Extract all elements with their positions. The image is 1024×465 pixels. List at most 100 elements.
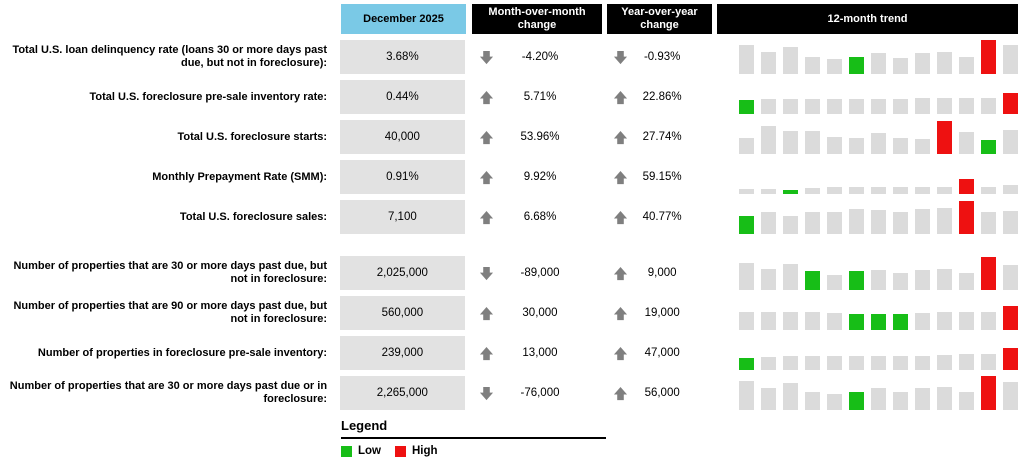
current-value-cell: 7,100 (340, 200, 465, 234)
header-label-spacer (0, 4, 336, 34)
trend-bar (893, 392, 908, 410)
trend-bar (805, 312, 820, 330)
trend-bar-low (783, 189, 798, 194)
up-arrow-icon (613, 90, 628, 105)
up-arrow-icon (479, 346, 494, 361)
yoy-change-cell: 56,000 (605, 376, 710, 410)
trend-bar (937, 268, 952, 290)
trend-bar (783, 130, 798, 154)
trend-bar (893, 273, 908, 290)
mom-change-value: 30,000 (522, 307, 558, 319)
trend-bar (871, 209, 886, 234)
trend-bar (937, 187, 952, 194)
legend-low-swatch-icon (341, 445, 352, 457)
trend-bar (871, 99, 886, 114)
trend-bar (1003, 129, 1018, 154)
yoy-change-value: 47,000 (644, 347, 680, 359)
trend-bar (915, 269, 930, 290)
trend-bar (739, 45, 754, 74)
current-value-cell: 560,000 (340, 296, 465, 330)
trend-bar (959, 392, 974, 410)
trend-bars (715, 80, 1018, 114)
table-row: Monthly Prepayment Rate (SMM): 0.91% 9.9… (0, 160, 1024, 194)
yoy-change-cell: 40.77% (605, 200, 710, 234)
row-label: Number of properties that are 90 or more… (13, 300, 328, 325)
trend-bar (937, 386, 952, 410)
trend-bar (871, 269, 886, 290)
trend-bar (827, 393, 842, 410)
current-value-cell: 0.91% (340, 160, 465, 194)
trend-bar (981, 311, 996, 330)
trend-bar (739, 312, 754, 330)
yoy-change-cell: 47,000 (605, 336, 710, 370)
up-arrow-icon (479, 130, 494, 145)
trend-sparkline (715, 376, 1018, 410)
current-value-cell: 2,265,000 (340, 376, 465, 410)
trend-bar-high (981, 40, 996, 74)
mom-change-cell: 9.92% (471, 160, 601, 194)
trend-bar (1003, 382, 1018, 410)
trend-bar (959, 353, 974, 370)
table-body: Total U.S. loan delinquency rate (loans … (0, 40, 1024, 410)
trend-bar (783, 99, 798, 114)
trend-bar (937, 98, 952, 114)
row-label: Number of properties in foreclosure pre-… (37, 346, 328, 359)
mom-change-value: -89,000 (520, 267, 560, 279)
mom-change-value: 6.68% (523, 211, 557, 223)
trend-bar (893, 211, 908, 234)
up-arrow-icon (613, 306, 628, 321)
row-label: Number of properties that are 30 or more… (9, 380, 328, 405)
trend-bars (715, 376, 1018, 410)
trend-bar-low (805, 270, 820, 290)
table-row: Total U.S. foreclosure starts: 40,000 53… (0, 120, 1024, 154)
trend-bar (761, 387, 776, 410)
mom-change-cell: -89,000 (471, 256, 601, 290)
trend-bar (827, 58, 842, 74)
trend-bar (739, 188, 754, 194)
mom-change-cell: 53.96% (471, 120, 601, 154)
trend-bar (915, 388, 930, 410)
trend-bar (761, 51, 776, 74)
current-value-cell: 0.44% (340, 80, 465, 114)
current-value-cell: 40,000 (340, 120, 465, 154)
trend-bar-low (739, 358, 754, 370)
trend-bar-low (849, 57, 864, 74)
up-arrow-icon (613, 266, 628, 281)
up-arrow-icon (479, 306, 494, 321)
row-label: Monthly Prepayment Rate (SMM): (152, 170, 328, 183)
trend-bar (805, 99, 820, 114)
trend-bars (715, 120, 1018, 154)
trend-bar (1003, 45, 1018, 74)
trend-bars (715, 256, 1018, 290)
mom-change-value: 13,000 (522, 347, 558, 359)
trend-bar (805, 130, 820, 154)
trend-bar (871, 187, 886, 194)
row-label: Total U.S. foreclosure starts: (177, 130, 328, 143)
row-label: Total U.S. foreclosure sales: (179, 210, 328, 223)
column-header-trend: 12-month trend (717, 4, 1018, 34)
down-arrow-icon (479, 266, 494, 281)
yoy-change-value: 27.74% (642, 131, 682, 143)
trend-bar (871, 132, 886, 154)
trend-bar (981, 97, 996, 114)
up-arrow-icon (613, 130, 628, 145)
trend-bar (827, 99, 842, 114)
trend-bar (915, 98, 930, 114)
trend-bar (915, 52, 930, 74)
trend-bars (715, 336, 1018, 370)
trend-sparkline (715, 200, 1018, 234)
yoy-change-value: 59.15% (642, 171, 682, 183)
trend-bar-high (937, 120, 952, 154)
yoy-change-cell: 27.74% (605, 120, 710, 154)
trend-bars (715, 160, 1018, 194)
column-header-mom-change: Month-over-month change (472, 4, 602, 34)
trend-bar (849, 356, 864, 370)
up-arrow-icon (479, 90, 494, 105)
trend-bar (915, 208, 930, 234)
legend: Legend Low High (341, 418, 606, 457)
table-row: Total U.S. foreclosure sales: 7,100 6.68… (0, 200, 1024, 234)
table-header-row: December 2025 Month-over-month change Ye… (0, 4, 1024, 34)
trend-bar (783, 215, 798, 234)
group-divider (0, 240, 1024, 256)
